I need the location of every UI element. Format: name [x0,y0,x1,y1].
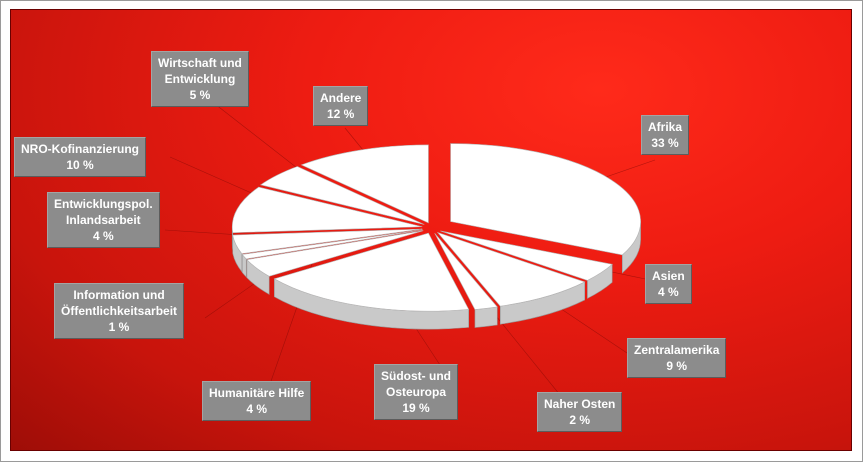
label-name: Humanitäre Hilfe [209,386,305,400]
label-name: Naher Osten [544,397,616,411]
pie-side-naher-osten [474,306,498,328]
label-naher-osten: Naher Osten 2 % [537,392,623,432]
label-name: Andere [320,91,362,105]
label-humanitaere-hilfe: Humanitäre Hilfe 4 % [202,381,312,421]
label-value: 19 % [402,401,430,415]
label-value: 1 % [108,320,130,334]
label-asien: Asien 4 % [645,264,692,304]
label-value: 9 % [666,359,688,373]
pie-slice-asien [440,230,613,281]
pie-slice-wirtschaft-und-entwicklung [259,166,425,225]
label-value: 12 % [326,107,355,121]
pie-slice-nro-kofinanzierung [232,186,423,234]
label-name: Asien [652,269,685,283]
pie-slice-entwicklungspol-inlandsarbeit [232,228,423,254]
label-value: 33 % [651,136,679,150]
label-value: 4 % [92,229,114,243]
pie-slice-zentralamerika [436,231,586,307]
pie-slice-s-dost-und-osteuropa [273,232,470,312]
label-name: Afrika [648,120,683,134]
label-name: Entwicklungspol. Inlandsarbeit [54,197,153,227]
label-name: Wirtschaft und Entwicklung [158,56,242,86]
label-suedost-osteuropa: Südost- und Osteuropa 19 % [374,364,458,420]
label-andere: Andere 12 % [313,86,369,126]
label-value: 4 % [246,402,268,416]
pie-slices [231,143,641,330]
label-value: 4 % [658,285,679,299]
label-name: NRO-Kofinanzierung [21,142,139,156]
label-name: Zentralamerika [634,343,720,357]
pie-slice-information-und-ffentlichkeitsarbeit [241,229,423,260]
label-information: Information und Öffentlichkeitsarbeit 1 … [54,283,185,339]
label-value: 2 % [569,413,591,427]
label-afrika: Afrika 33 % [641,115,690,155]
label-name: Information und Öffentlichkeitsarbeit [61,288,178,318]
pie-slice-andere [300,144,429,224]
label-value: 5 % [189,88,211,102]
label-nro-kofinanzierung: NRO-Kofinanzierung 10 % [14,137,146,177]
label-wirtschaft: Wirtschaft und Entwicklung 5 % [151,51,249,107]
label-value: 10 % [66,158,94,172]
label-entwicklungspol: Entwicklungspol. Inlandsarbeit 4 % [47,192,160,248]
pie-slice-humanit-re-hilfe [246,230,424,277]
pie-slice-afrika [450,143,641,256]
pie-slice-naher-osten [434,233,498,310]
label-name: Südost- und Osteuropa [381,369,451,399]
label-zentralamerika: Zentralamerika 9 % [627,338,727,378]
